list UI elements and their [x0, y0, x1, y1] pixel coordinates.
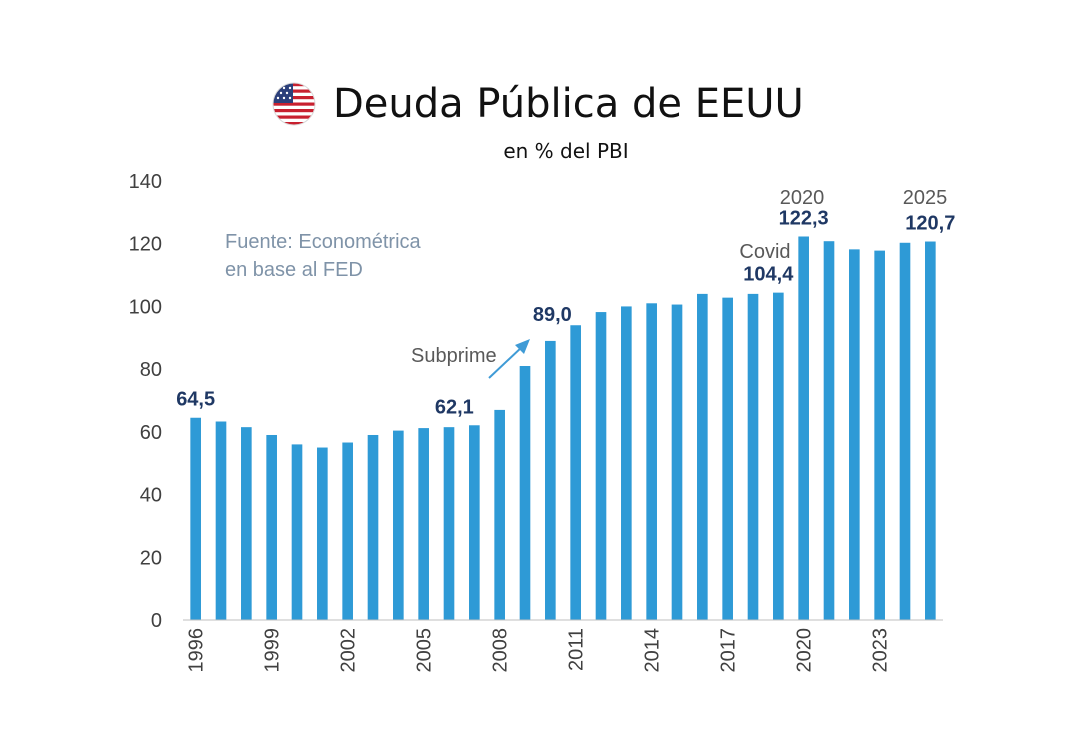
bar-2008 [494, 409, 505, 620]
bar-2010 [545, 340, 556, 620]
annotation-subprime: Subprime [411, 345, 497, 367]
bar-2017 [722, 297, 733, 620]
y-tick-label: 140 [129, 171, 162, 193]
chart-subtitle: en % del PBI [503, 139, 628, 163]
data-label-2019: 104,4 [743, 264, 794, 286]
bar-2001 [317, 447, 328, 620]
subprime-arrow-icon [488, 339, 530, 379]
x-tick-label: 2005 [414, 628, 436, 673]
bar-2021 [823, 241, 835, 620]
bar-2006 [443, 427, 455, 620]
chart-title: Deuda Pública de EEUU [333, 81, 804, 127]
annotation-covid: Covid [739, 241, 790, 263]
data-label-2007: 62,1 [435, 396, 474, 418]
bar-1999 [266, 434, 277, 620]
x-tick-label: 2017 [718, 628, 740, 673]
us-flag-icon [272, 82, 316, 126]
bar-2022 [849, 249, 860, 620]
bar-2009 [519, 366, 531, 620]
x-tick-label: 2011 [566, 628, 588, 671]
y-tick-label: 60 [140, 422, 162, 444]
data-label-2010: 89,0 [533, 304, 572, 326]
bar-2004 [393, 430, 404, 620]
y-axis: 0 20 40 60 80 100 120 140 [129, 171, 162, 632]
bar-2019 [773, 292, 784, 620]
y-tick-label: 40 [140, 485, 162, 507]
x-tick-label: 2002 [338, 628, 360, 673]
bar-2020 [798, 236, 809, 620]
bars [190, 236, 936, 621]
bar-2000 [291, 444, 303, 620]
bar-2012 [595, 312, 607, 620]
bar-2014 [646, 303, 657, 620]
y-tick-label: 100 [129, 296, 162, 318]
bar-1998 [241, 427, 252, 620]
annotation-year-2020: 2020 [780, 187, 825, 209]
bar-2005 [418, 428, 429, 620]
x-tick-label: 2020 [794, 628, 816, 673]
y-tick-label: 120 [129, 234, 162, 256]
bar-1997 [215, 421, 227, 620]
source-note-line2: en base al FED [225, 259, 363, 281]
y-tick-label: 0 [151, 610, 162, 632]
x-axis: 1996 1999 2002 2005 2008 2011 2014 2017 2020 2023 [186, 628, 892, 673]
data-label-2020: 122,3 [779, 208, 829, 230]
bar-2002 [342, 442, 353, 620]
y-tick-label: 80 [140, 359, 162, 381]
x-tick-label: 2008 [490, 628, 512, 673]
data-label-1996: 64,5 [176, 389, 215, 411]
bar-2015 [671, 304, 683, 620]
bar-2007 [469, 425, 480, 620]
annotation-year-2025: 2025 [903, 187, 948, 209]
bar-2011 [570, 325, 581, 620]
data-label-2025: 120,7 [905, 213, 955, 235]
bar-2003 [367, 434, 379, 620]
x-tick-label: 1996 [186, 628, 208, 673]
bar-2013 [621, 306, 632, 620]
x-tick-label: 2023 [870, 628, 892, 673]
x-tick-label: 1999 [262, 628, 284, 673]
bar-2023 [874, 250, 885, 620]
source-note-line1: Fuente: Econométrica [225, 231, 422, 253]
y-tick-label: 20 [140, 547, 162, 569]
bar-2018 [747, 293, 759, 620]
bar-2024 [899, 242, 911, 621]
bar-2016 [697, 293, 708, 620]
data-labels: 64,5 62,1 89,0 104,4 122,3 120,7 [176, 208, 955, 419]
bar-1996 [190, 417, 201, 620]
bar-2025 [925, 241, 936, 620]
x-tick-label: 2014 [642, 628, 664, 673]
